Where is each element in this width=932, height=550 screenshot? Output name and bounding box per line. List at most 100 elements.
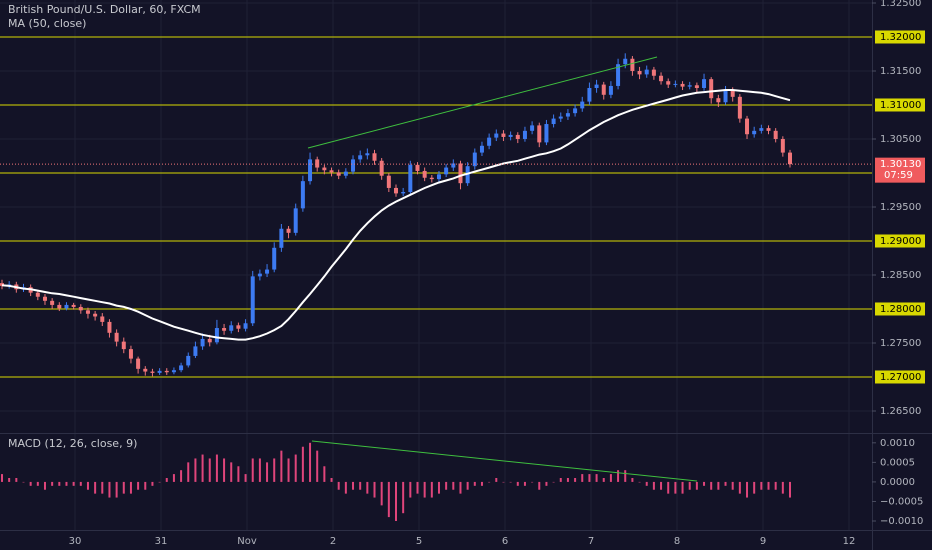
macd-histogram-bar: [703, 481, 706, 486]
axis: 30 31 Nov 2 5 6 7 8 9 12 1.32500 1.31500 1.30500 1.29…: [69, 0, 925, 547]
candle-body: [565, 113, 570, 117]
candle-body: [186, 355, 191, 366]
candle-body: [171, 370, 176, 373]
macd-histogram-bar: [29, 481, 32, 486]
x-tick-label: 5: [416, 536, 422, 547]
macd-histogram-bar: [301, 446, 304, 482]
macd-histogram-bar: [58, 481, 61, 486]
candle-body: [200, 338, 205, 347]
macd-histogram-bar: [172, 474, 175, 482]
macd-histogram-bar: [165, 478, 168, 482]
candle-body: [444, 167, 449, 175]
candle-body: [379, 160, 384, 176]
macd-histogram-bar: [402, 481, 405, 514]
macd-histogram-bar: [416, 481, 419, 494]
candle-body: [365, 153, 370, 156]
candle-body: [236, 325, 241, 329]
candle-body: [673, 83, 678, 85]
macd-histogram-bar: [724, 481, 727, 486]
current-price-label: 1.30130: [880, 159, 921, 170]
macd-title: MACD (12, 26, close, 9): [8, 437, 137, 450]
candle-body: [107, 321, 112, 333]
candle-body: [358, 155, 363, 160]
candle-body: [293, 208, 298, 233]
candle-body: [680, 83, 685, 87]
candle-body: [136, 358, 141, 369]
macd-histogram-bar: [244, 474, 247, 482]
level-label-box: [875, 370, 925, 384]
macd-histogram-bar: [609, 474, 612, 482]
macd-histogram-bar: [595, 474, 598, 482]
candle-body: [42, 296, 47, 301]
candle-body: [229, 325, 234, 331]
candle-body: [759, 128, 764, 131]
moving-average-line: [1, 89, 791, 341]
candle-body: [694, 85, 699, 88]
macd-histogram-bar: [674, 481, 677, 494]
level-label-box: [875, 234, 925, 248]
candle-body: [508, 134, 513, 137]
level-label-box: [875, 98, 925, 112]
macd-histogram-bar: [201, 454, 204, 482]
candle-body: [745, 118, 750, 135]
candle-body: [207, 338, 212, 343]
macd-histogram-bar: [459, 481, 462, 494]
y-tick-label: 0.0010: [880, 438, 915, 449]
candle-body: [651, 69, 656, 76]
x-tick-label: 31: [155, 536, 168, 547]
candle-body: [265, 269, 270, 274]
candle-body: [666, 81, 671, 85]
y-tick-label: 1.30500: [880, 134, 921, 145]
macd-histogram-bar: [466, 481, 469, 490]
macd-histogram-bar: [373, 481, 376, 498]
macd-histogram-bar: [344, 481, 347, 494]
macd-histogram-bar: [187, 462, 190, 482]
macd-histogram-bar: [738, 481, 741, 494]
macd-histogram-bar: [480, 481, 483, 486]
candle-body: [551, 118, 556, 125]
candle-body: [659, 75, 664, 82]
macd-histogram-bar: [566, 478, 569, 482]
macd-histogram-bar: [108, 481, 111, 498]
candle-body: [623, 58, 628, 65]
candle-body: [752, 130, 757, 135]
macd-histogram-bar: [617, 470, 620, 482]
candle-body: [343, 171, 348, 176]
candle-body: [64, 304, 69, 309]
macd-histogram-bar: [395, 481, 397, 522]
macd-histogram-bar: [158, 481, 161, 483]
macd-histogram-bar: [294, 454, 297, 482]
macd-histogram-bar: [273, 458, 276, 482]
candle-body: [436, 174, 441, 180]
candle-body: [372, 153, 377, 161]
macd-histogram-bar: [94, 481, 97, 494]
macd-histogram-bar: [552, 481, 555, 483]
x-tick-label: 6: [502, 536, 508, 547]
plot: [0, 36, 872, 522]
level-label: 1.28000: [880, 304, 921, 315]
macd-histogram-bar: [574, 478, 577, 482]
macd-histogram-bar: [280, 450, 283, 482]
macd-histogram-bar: [15, 478, 18, 482]
candle-body: [737, 96, 742, 119]
candle-body: [558, 116, 563, 119]
macd-histogram-bar: [681, 481, 684, 494]
candle-body: [222, 328, 227, 331]
candle-body: [544, 124, 549, 143]
candle-body: [608, 85, 613, 95]
candle-body: [85, 310, 90, 314]
candle-body: [386, 175, 391, 188]
macd-histogram-bar: [695, 481, 698, 490]
candle-body: [394, 187, 398, 194]
macd-histogram-bar: [423, 481, 426, 498]
y-tick-label: 1.32500: [880, 0, 921, 9]
macd-histogram-bar: [753, 481, 756, 494]
grid: [0, 0, 872, 530]
macd-histogram-bar: [115, 481, 118, 498]
trend-line: [311, 440, 698, 482]
macd-histogram-bar: [86, 481, 89, 490]
indicator-title: MA (50, close): [8, 17, 86, 30]
candle-body: [315, 159, 320, 168]
candle-body: [57, 304, 62, 309]
macd-histogram-bar: [631, 478, 634, 482]
